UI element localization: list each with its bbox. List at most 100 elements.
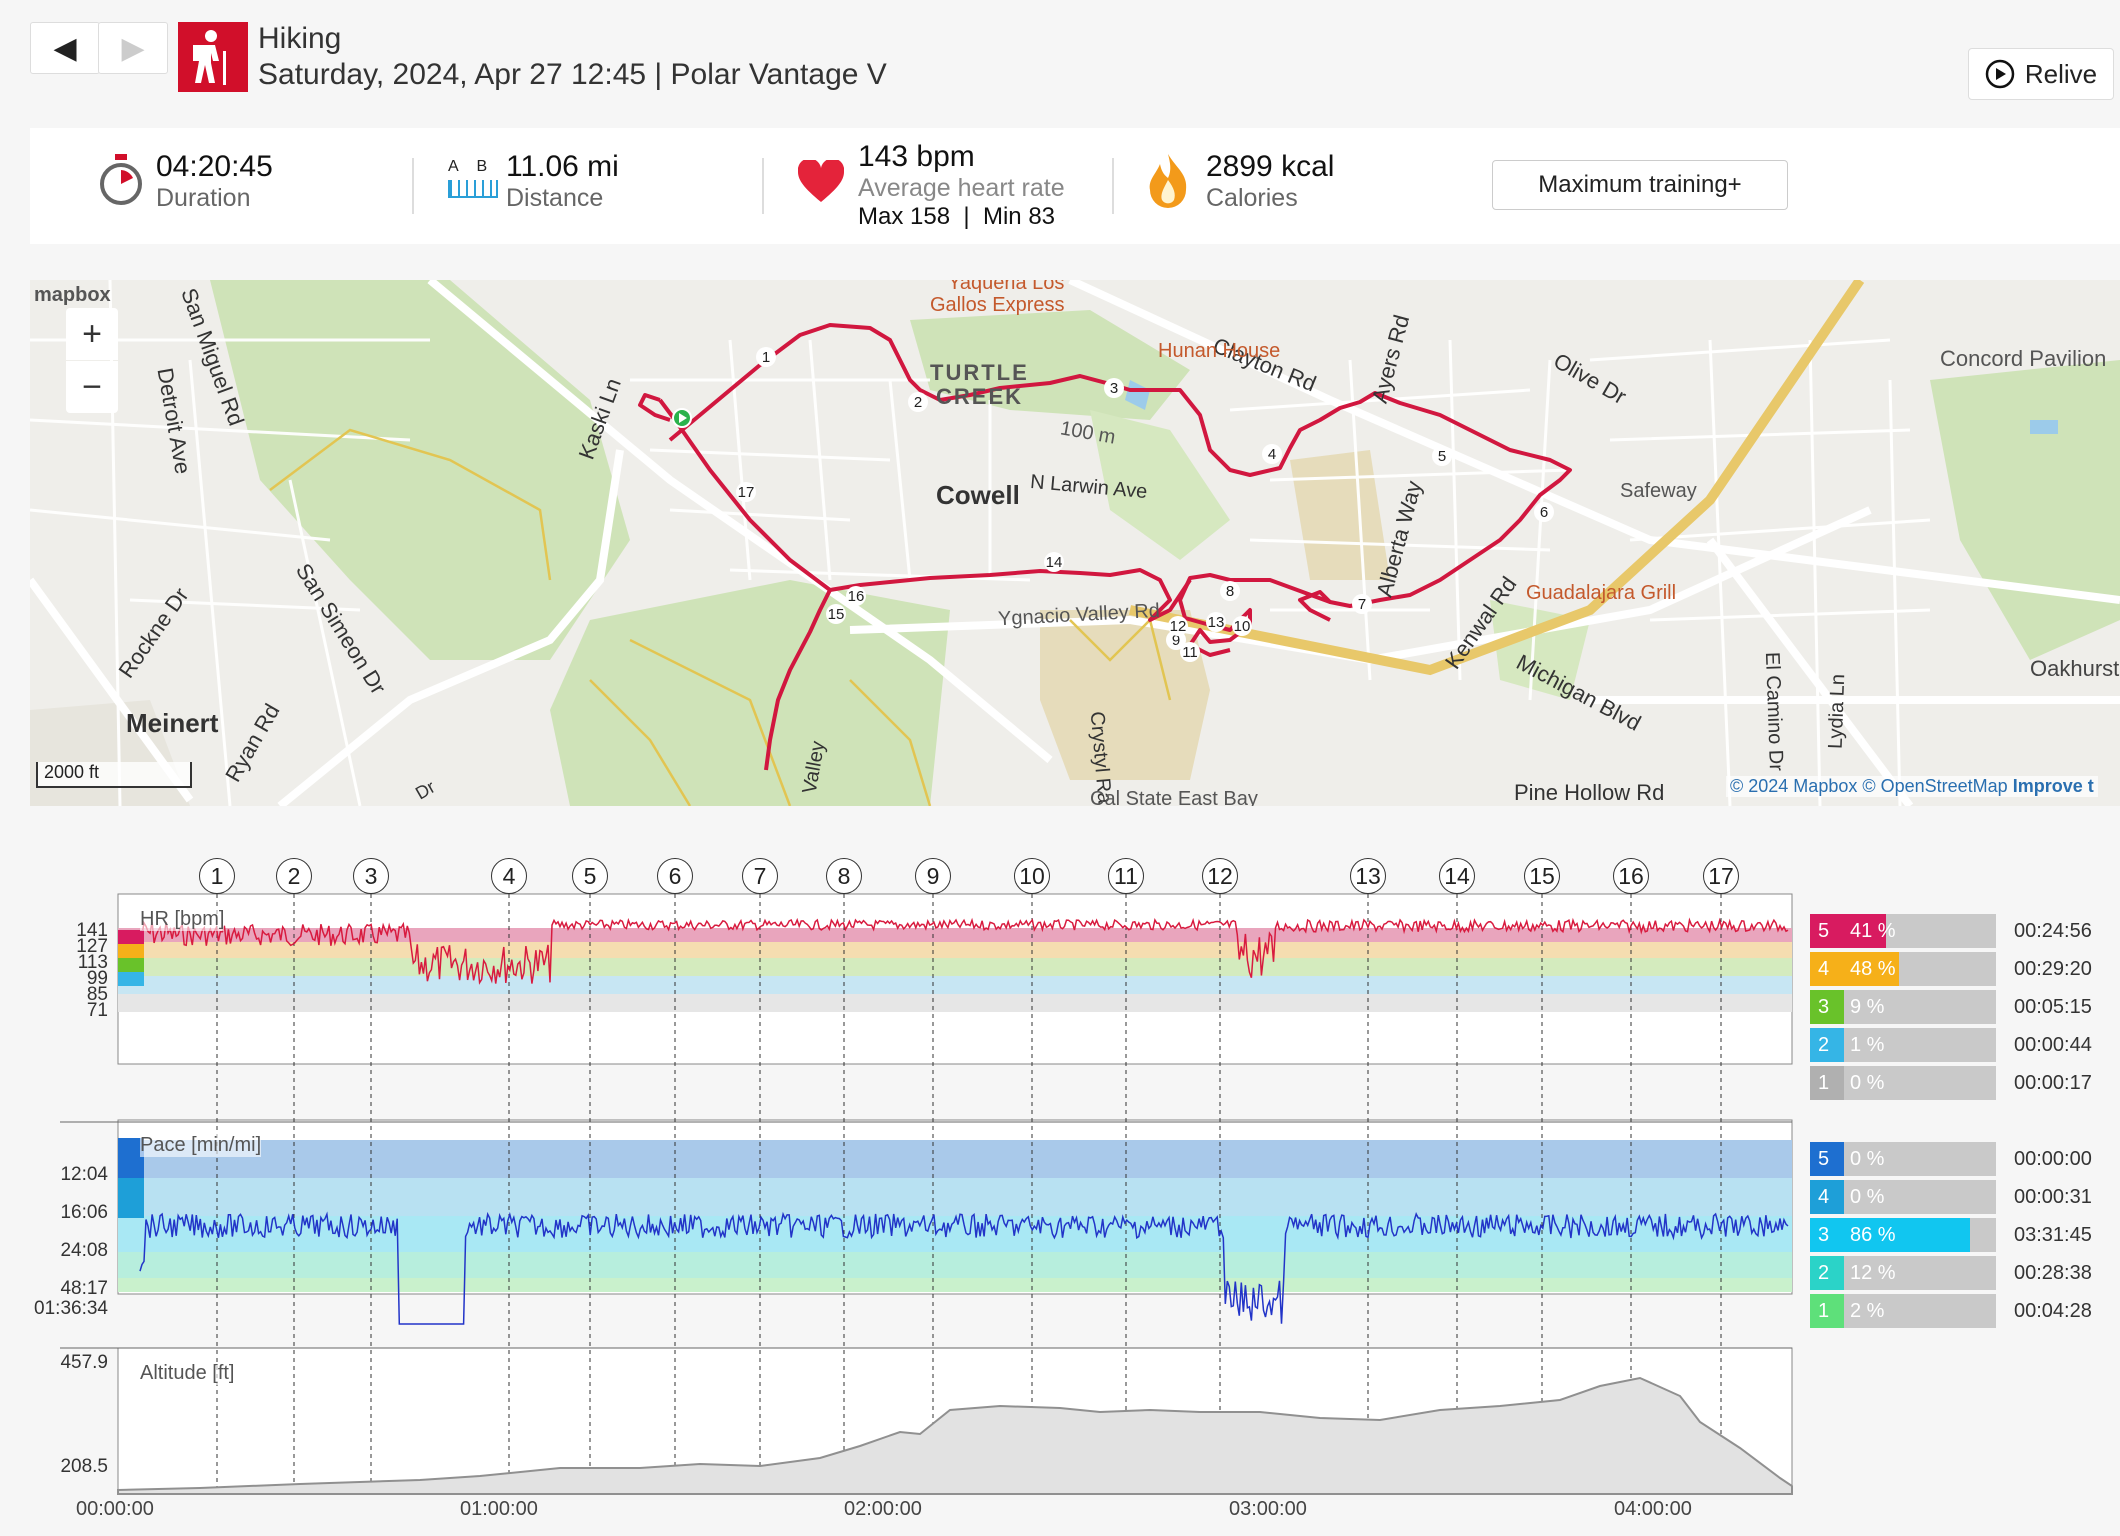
- pace-zone-percent: 86 %: [1850, 1224, 1896, 1246]
- route-marker: 5: [1432, 446, 1452, 466]
- alt-tick: 208.5: [60, 1456, 108, 1477]
- map-base: [30, 280, 2120, 806]
- pace-zone-time: 00:00:31: [2014, 1186, 2092, 1208]
- hr-zone-2: 2 1 %: [1810, 1028, 1996, 1062]
- lap-marker[interactable]: 2: [276, 858, 312, 894]
- lap-marker[interactable]: 14: [1439, 858, 1475, 894]
- pace-tick: 12:04: [60, 1164, 108, 1185]
- pace-zone-number: 2: [1818, 1262, 1830, 1284]
- pace-zone-number: 1: [1818, 1300, 1830, 1322]
- training-load-button[interactable]: Maximum training+: [1492, 160, 1788, 210]
- improve-map-link[interactable]: Improve t: [2012, 776, 2094, 796]
- pace-zone-percent: 12 %: [1850, 1262, 1896, 1284]
- lap-marker[interactable]: 7: [742, 858, 778, 894]
- distance-icon: A B: [448, 158, 498, 198]
- distance-label: Distance: [506, 184, 604, 212]
- hr-chart-label: HR [bpm]: [140, 908, 225, 931]
- route-marker: 13: [1206, 612, 1226, 632]
- pace-zone-2: 2 12 %: [1810, 1256, 1996, 1290]
- hr-zone-number: 1: [1818, 1072, 1830, 1094]
- pace-zone-number: 5: [1818, 1148, 1830, 1170]
- hr-tick: 85: [86, 984, 108, 1005]
- hr-zone-time: 00:24:56: [2014, 920, 2092, 942]
- calories-stat: 2899 kcal Calories: [1206, 150, 1334, 213]
- charts-panel: HR [bpm] Pace [min/mi] Altitude [ft] 141…: [0, 840, 2120, 1536]
- route-map[interactable]: TURTLE CREEK Cowell Meinert Concord Pavi…: [30, 280, 2120, 806]
- hr-tick: 113: [77, 952, 108, 973]
- map-place-label: Concord Pavilion: [1940, 346, 2107, 371]
- lap-marker[interactable]: 5: [572, 858, 608, 894]
- relive-label: Relive: [2024, 58, 2098, 89]
- lap-marker[interactable]: 12: [1202, 858, 1238, 894]
- time-tick: 03:00:00: [1229, 1498, 1307, 1520]
- hr-zone-number: 4: [1818, 958, 1830, 980]
- map-scale: 2000 ft: [36, 762, 192, 788]
- map-place-cowell: Cowell: [936, 480, 1020, 510]
- lap-marker[interactable]: 8: [826, 858, 862, 894]
- time-tick: 00:00:00: [76, 1498, 154, 1520]
- duration-stat: 04:20:45 Duration: [156, 150, 273, 213]
- back-arrow-icon: ◀: [53, 31, 77, 65]
- map-street-label: El Camino Dr: [1760, 651, 1788, 772]
- forward-arrow-icon: ▶: [121, 31, 145, 65]
- lap-marker[interactable]: 6: [657, 858, 693, 894]
- hr-zone-percent: 48 %: [1850, 958, 1896, 980]
- heart-rate-stat: 143 bpm Average heart rate Max 158 | Min…: [858, 140, 1065, 231]
- route-marker: 2: [908, 392, 928, 412]
- hr-tick: 141: [76, 920, 108, 941]
- lap-marker[interactable]: 11: [1108, 858, 1144, 894]
- lap-marker[interactable]: 3: [353, 858, 389, 894]
- lap-marker[interactable]: 13: [1350, 858, 1386, 894]
- relive-button[interactable]: Relive: [1968, 48, 2114, 100]
- pace-zone-number: 4: [1818, 1186, 1830, 1208]
- hr-tick: 127: [76, 936, 108, 957]
- hr-tick: 99: [86, 968, 108, 989]
- pace-zone-time: 00:04:28: [2014, 1300, 2092, 1322]
- forward-button[interactable]: ▶: [98, 22, 168, 74]
- map-place-label: CREEK: [936, 384, 1024, 409]
- map-poi-label: Cal State East Bay: [1090, 788, 1258, 806]
- time-tick: 04:00:00: [1614, 1498, 1692, 1520]
- zoom-in-button[interactable]: +: [66, 308, 118, 360]
- mapbox-logo: mapbox: [34, 284, 111, 306]
- route-marker: 4: [1262, 444, 1282, 464]
- hr-minmax: Max 158 | Min 83: [858, 203, 1056, 230]
- hr-zone-number: 3: [1818, 996, 1830, 1018]
- map-place-label: Oakhurst Co: [2030, 656, 2120, 681]
- pace-zone-4: 4 0 %: [1810, 1180, 1996, 1214]
- lap-marker[interactable]: 15: [1524, 858, 1560, 894]
- hr-zone-number: 2: [1818, 1034, 1830, 1056]
- lap-marker[interactable]: 9: [915, 858, 951, 894]
- distance-stat: 11.06 mi Distance: [506, 150, 619, 213]
- flame-icon: [1149, 154, 1187, 208]
- pace-zone-percent: 0 %: [1850, 1186, 1885, 1208]
- route-marker: 7: [1352, 594, 1372, 614]
- pace-tick: 24:08: [60, 1240, 108, 1261]
- hr-zone-4: 4 48 %: [1810, 952, 1996, 986]
- zoom-out-button[interactable]: −: [66, 361, 118, 413]
- activity-subtitle: Saturday, 2024, Apr 27 12:45 | Polar Van…: [258, 58, 887, 91]
- map-street-label: Pine Hollow Rd: [1514, 780, 1665, 805]
- map-poi-label: Guadalajara Grill: [1526, 582, 1677, 604]
- route-marker: 10: [1232, 616, 1252, 636]
- time-tick: 02:00:00: [844, 1498, 922, 1520]
- lap-marker[interactable]: 1: [199, 858, 235, 894]
- map-poi-label: Gallos Express: [930, 294, 1065, 316]
- altitude-chart-label: Altitude [ft]: [140, 1362, 235, 1385]
- hr-zone-time: 00:05:15: [2014, 996, 2092, 1018]
- lap-marker[interactable]: 16: [1613, 858, 1649, 894]
- alt-tick: 457.9: [60, 1352, 108, 1373]
- lap-marker[interactable]: 17: [1703, 858, 1739, 894]
- back-button[interactable]: ◀: [30, 22, 100, 74]
- route-marker: 12: [1168, 616, 1188, 636]
- lap-marker[interactable]: 4: [491, 858, 527, 894]
- pace-zone-time: 00:00:00: [2014, 1148, 2092, 1170]
- pace-tick: 01:36:34: [34, 1298, 108, 1319]
- lap-marker[interactable]: 10: [1014, 858, 1050, 894]
- hr-zone-1: 1 0 %: [1810, 1066, 1996, 1100]
- activity-charts[interactable]: [0, 840, 2120, 1536]
- duration-value: 04:20:45: [156, 150, 273, 183]
- pace-zone-1: 1 2 %: [1810, 1294, 1996, 1328]
- hr-zone-percent: 0 %: [1850, 1072, 1885, 1094]
- time-tick: 01:00:00: [460, 1498, 538, 1520]
